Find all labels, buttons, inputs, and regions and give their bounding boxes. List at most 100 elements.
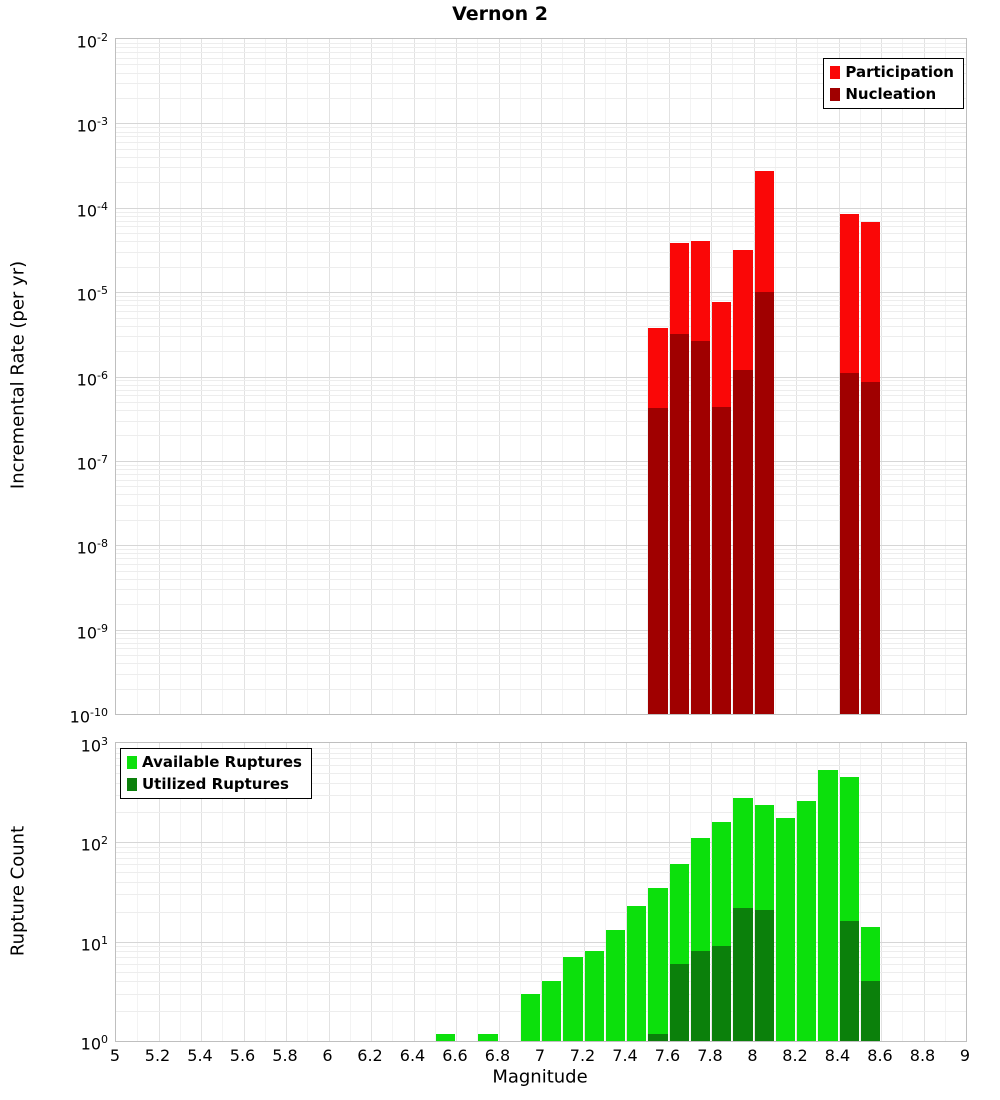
count-legend: Available Ruptures Utilized Ruptures xyxy=(120,748,312,799)
vertical-gridline xyxy=(434,743,436,1041)
vertical-gridline xyxy=(732,743,734,1041)
minor-gridline xyxy=(116,553,966,555)
vertical-gridline xyxy=(307,743,309,1041)
utilized-ruptures-bar xyxy=(860,981,880,1041)
vertical-gridline xyxy=(392,743,394,1041)
y-tick-label: 10-3 xyxy=(76,115,108,136)
minor-gridline xyxy=(116,127,966,129)
vertical-gridline xyxy=(859,743,861,1041)
x-tick-label: 7.4 xyxy=(612,1046,638,1065)
minor-gridline xyxy=(116,336,966,338)
minor-gridline xyxy=(116,772,966,774)
vertical-gridline xyxy=(498,743,500,1041)
minor-gridline xyxy=(116,142,966,144)
minor-gridline xyxy=(116,325,966,327)
nucleation-bar xyxy=(839,373,859,714)
available-ruptures-bar xyxy=(775,818,795,1041)
utilized-ruptures-bar xyxy=(648,1034,668,1041)
y-tick-label: 100 xyxy=(80,1033,108,1054)
available-ruptures-bar xyxy=(563,957,583,1041)
vertical-gridline xyxy=(626,743,627,1041)
utilized-ruptures-bar xyxy=(712,946,732,1041)
minor-gridline xyxy=(116,765,966,767)
minor-gridline xyxy=(116,351,966,353)
x-tick-label: 7 xyxy=(534,1046,546,1065)
vertical-gridline xyxy=(668,743,670,1041)
x-tick-label: 8.6 xyxy=(867,1046,893,1065)
minor-gridline xyxy=(116,655,966,657)
minor-gridline xyxy=(116,233,966,235)
legend-item-utilized-ruptures: Utilized Ruptures xyxy=(127,775,302,793)
nucleation-bar xyxy=(712,406,732,714)
x-tick-label: 6.6 xyxy=(442,1046,468,1065)
x-tick-label: 5.4 xyxy=(187,1046,213,1065)
major-gridline xyxy=(116,460,966,462)
minor-gridline xyxy=(116,993,966,995)
available-ruptures-bar xyxy=(797,801,817,1041)
vertical-gridline xyxy=(519,743,521,1041)
legend-item-participation: Participation xyxy=(830,63,954,81)
minor-gridline xyxy=(116,295,966,297)
minor-gridline xyxy=(116,864,966,866)
vertical-gridline xyxy=(413,743,415,1041)
minor-gridline xyxy=(116,558,966,560)
minor-gridline xyxy=(116,589,966,591)
minor-gridline xyxy=(116,305,966,307)
major-gridline xyxy=(116,842,966,844)
minor-gridline xyxy=(116,380,966,382)
vertical-gridline xyxy=(689,743,691,1041)
vertical-gridline xyxy=(137,743,139,1041)
utilized-ruptures-bar xyxy=(754,909,774,1041)
x-tick-label: 8.2 xyxy=(782,1046,808,1065)
vertical-gridline xyxy=(562,743,564,1041)
x-tick-label: 6 xyxy=(322,1046,333,1065)
utilized-ruptures-bar xyxy=(690,951,710,1041)
minor-gridline xyxy=(116,486,966,488)
vertical-gridline xyxy=(796,743,797,1041)
minor-gridline xyxy=(116,957,966,959)
minor-gridline xyxy=(116,519,966,521)
legend-item-available-ruptures: Available Ruptures xyxy=(127,753,302,771)
minor-gridline xyxy=(116,156,966,158)
x-tick-label: 8.8 xyxy=(909,1046,936,1065)
major-gridline xyxy=(116,941,966,943)
rate-y-axis-label: Incremental Rate (per yr) xyxy=(7,260,29,490)
minor-gridline xyxy=(116,872,966,874)
major-gridline xyxy=(116,292,966,294)
minor-gridline xyxy=(116,64,966,66)
major-gridline xyxy=(116,207,966,209)
vertical-gridline xyxy=(456,743,457,1041)
x-tick-label: 7.6 xyxy=(654,1046,681,1065)
minor-gridline xyxy=(116,812,966,814)
utilized-ruptures-bar xyxy=(669,963,689,1041)
minor-gridline xyxy=(116,894,966,896)
nucleation-bar xyxy=(733,369,753,714)
minor-gridline xyxy=(116,131,966,133)
minor-gridline xyxy=(116,549,966,551)
minor-gridline xyxy=(116,688,966,690)
minor-gridline xyxy=(116,946,966,948)
utilized-ruptures-swatch xyxy=(127,777,137,791)
minor-gridline xyxy=(116,464,966,466)
minor-gridline xyxy=(116,881,966,883)
vertical-gridline xyxy=(711,743,712,1041)
minor-gridline xyxy=(116,167,966,169)
x-tick-label: 9 xyxy=(959,1046,971,1065)
available-ruptures-bar xyxy=(648,887,668,1041)
vertical-gridline xyxy=(477,743,479,1041)
minor-gridline xyxy=(116,211,966,213)
vertical-gridline xyxy=(604,743,606,1041)
vertical-gridline xyxy=(264,743,266,1041)
vertical-gridline xyxy=(838,743,840,1041)
minor-gridline xyxy=(116,846,966,848)
major-gridline xyxy=(116,629,966,631)
minor-gridline xyxy=(116,469,966,471)
legend-item-nucleation: Nucleation xyxy=(830,85,954,103)
vertical-gridline xyxy=(349,743,351,1041)
x-tick-label: 6.2 xyxy=(357,1046,383,1065)
minor-gridline xyxy=(116,42,966,44)
minor-gridline xyxy=(116,494,966,496)
minor-gridline xyxy=(116,83,966,85)
minor-gridline xyxy=(116,136,966,138)
minor-gridline xyxy=(116,747,966,749)
